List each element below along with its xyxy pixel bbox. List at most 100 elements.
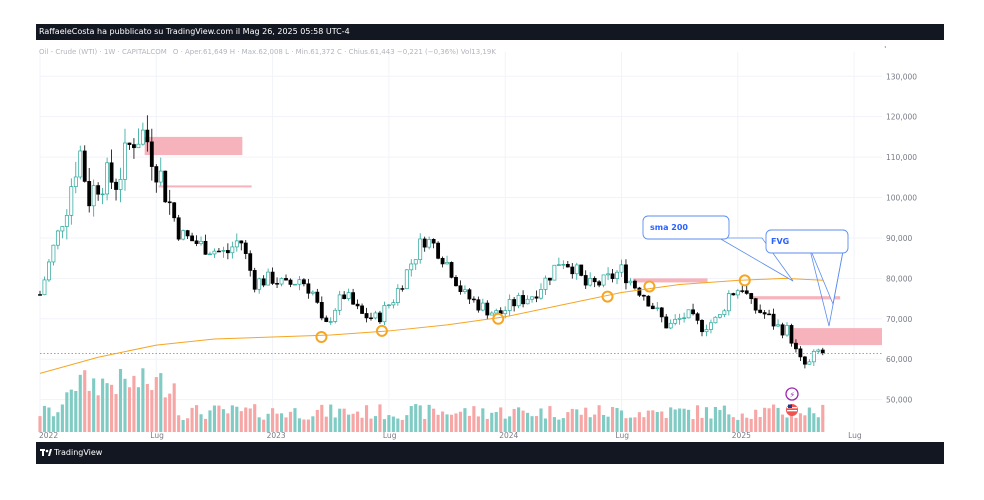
candle <box>279 278 284 285</box>
candle <box>427 239 432 248</box>
volume-bar <box>364 405 369 432</box>
volume-bar <box>92 378 96 432</box>
volume-bar <box>633 417 637 432</box>
candle <box>753 298 758 311</box>
volume-bar <box>248 408 252 432</box>
volume-bar <box>584 407 588 432</box>
volume-bar <box>557 419 561 432</box>
volume-bar <box>709 418 713 432</box>
candle <box>588 277 593 286</box>
candle <box>664 316 669 329</box>
fvg-zone[interactable] <box>751 296 841 300</box>
volume-bar <box>203 418 208 432</box>
svg-text:⚡: ⚡ <box>790 391 796 400</box>
candle <box>257 278 262 290</box>
fvg-zone[interactable] <box>793 328 882 346</box>
candle <box>646 295 651 307</box>
volume-bar <box>284 417 288 432</box>
candle <box>556 264 561 266</box>
volume-bar <box>517 407 521 432</box>
volume-bar <box>539 408 543 432</box>
candle <box>293 283 297 286</box>
volume-bar <box>704 407 709 432</box>
volume-bar <box>221 409 225 432</box>
price-chart[interactable]: sma 200 FVG 130,000 120,000 110,000 100,000… <box>36 40 944 442</box>
tradingview-logo-icon[interactable] <box>40 449 52 457</box>
volume-bar <box>521 410 525 432</box>
volume-bar <box>293 408 297 432</box>
candle <box>248 253 253 271</box>
candle <box>64 215 69 227</box>
volume-bar <box>257 417 261 432</box>
volume-bar <box>154 377 158 432</box>
volume-bar <box>449 414 454 432</box>
candle <box>700 320 704 333</box>
y-axis[interactable]: 130,000 120,000 110,000 100,000 90,000 80,000… <box>886 72 917 404</box>
volume-bar <box>378 404 382 432</box>
candle <box>346 292 351 299</box>
volume-bar <box>628 417 633 432</box>
volume-bar <box>803 415 807 432</box>
tradingview-brand[interactable]: TradingView <box>54 448 103 457</box>
volume-bar <box>713 406 717 432</box>
candle <box>342 294 347 299</box>
volume-bar <box>65 392 69 432</box>
volume-bar <box>812 413 816 432</box>
candle <box>373 312 378 319</box>
volume-bar <box>347 414 351 432</box>
candle <box>686 309 691 319</box>
volume-bar <box>118 368 123 432</box>
candle <box>301 279 306 285</box>
x-axis[interactable]: 2022 Lug 2023 Lug 2024 Lug 2025 Lug <box>39 431 862 440</box>
candle <box>543 277 548 290</box>
volume-bar <box>387 415 391 432</box>
volume-bar <box>230 405 234 432</box>
candle <box>592 277 597 283</box>
event-icon[interactable]: ⚡ <box>785 387 799 401</box>
candle <box>780 324 785 336</box>
callouts: sma 200 FVG <box>642 215 849 327</box>
volume-bar <box>123 378 127 432</box>
candle <box>565 264 570 268</box>
sma-callout-box[interactable] <box>642 215 730 240</box>
volume-bar <box>105 383 109 432</box>
candle <box>767 313 772 316</box>
volume-bar <box>373 416 378 432</box>
candle <box>319 302 324 319</box>
candle <box>744 290 749 294</box>
candles <box>38 115 825 369</box>
x-tick-label: 2024 <box>499 431 518 440</box>
candle <box>364 313 369 319</box>
fvg-zone[interactable] <box>633 278 708 283</box>
volume-bar <box>360 417 364 432</box>
candle <box>288 279 293 285</box>
volume-bar <box>745 417 749 432</box>
volume-bar <box>758 417 762 432</box>
candle <box>395 288 400 303</box>
candle <box>431 239 436 244</box>
volume-bar <box>651 410 655 432</box>
candle <box>73 176 78 187</box>
volume-bar <box>396 418 400 432</box>
volume-bar <box>463 408 467 432</box>
candle <box>127 142 132 145</box>
candle <box>252 270 257 290</box>
fvg-zone[interactable] <box>144 136 243 156</box>
volume-bar <box>217 405 221 432</box>
candle <box>655 307 660 310</box>
candle <box>167 201 172 204</box>
volume-bar <box>673 409 677 432</box>
settings-dot[interactable]: · <box>884 43 887 52</box>
fvg-callout-label: FVG <box>771 237 789 246</box>
fvg-callout-box[interactable] <box>765 229 849 254</box>
chart-plot-area[interactable]: sma 200 FVG 130,000 120,000 110,000 100,000… <box>36 40 944 442</box>
volume-bar <box>181 419 185 432</box>
volume-bars <box>38 368 825 432</box>
fvg-zone[interactable] <box>158 185 252 188</box>
candle <box>762 312 767 315</box>
candle <box>297 279 302 285</box>
volume-bar <box>342 408 346 432</box>
volume-bar <box>566 412 570 432</box>
volume-bar <box>262 419 266 432</box>
us-flag-icon[interactable] <box>786 404 798 416</box>
